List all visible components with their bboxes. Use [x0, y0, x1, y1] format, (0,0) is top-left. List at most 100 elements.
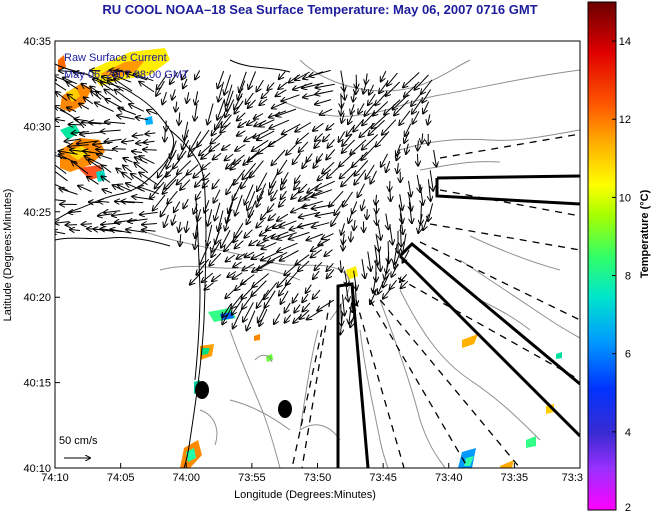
current-vector — [212, 178, 220, 188]
current-vector — [174, 201, 181, 213]
current-vector — [381, 153, 388, 167]
current-vector — [259, 308, 268, 326]
current-vector — [349, 211, 353, 223]
current-vector — [316, 211, 335, 216]
current-vector — [155, 171, 169, 189]
current-vector — [421, 79, 433, 94]
current-vector — [222, 143, 231, 150]
current-vector — [313, 270, 320, 279]
current-vector — [107, 80, 124, 92]
legend-line-2: May 06, 2007 08:00 GMT — [64, 69, 189, 81]
current-vector — [277, 272, 291, 287]
current-vector — [363, 83, 366, 94]
current-vector — [293, 293, 299, 302]
current-vector — [222, 303, 232, 317]
current-vector — [239, 71, 247, 92]
current-vector — [269, 180, 277, 195]
current-vector — [249, 200, 257, 217]
current-vector — [298, 221, 320, 227]
current-vector — [244, 229, 253, 238]
current-vector — [241, 274, 255, 285]
current-vector — [204, 200, 210, 212]
current-vector — [144, 141, 155, 142]
current-vector — [242, 291, 256, 309]
current-vector — [257, 172, 268, 191]
current-vector — [179, 112, 180, 124]
current-vector — [281, 290, 289, 304]
current-vector — [197, 209, 200, 221]
current-vector — [211, 239, 222, 257]
current-vector — [295, 122, 312, 132]
current-vector — [210, 142, 221, 151]
current-vector — [245, 184, 254, 205]
current-vector — [386, 81, 401, 96]
current-vector — [404, 81, 420, 97]
legend-line-1: Raw Surface Current — [64, 52, 167, 64]
current-vector — [313, 289, 321, 299]
current-vector — [203, 172, 211, 180]
current-vector — [371, 113, 388, 129]
current-vector — [390, 279, 397, 289]
current-vector — [279, 281, 290, 295]
current-vector — [318, 169, 332, 180]
current-vector — [270, 172, 279, 187]
current-vector — [386, 160, 390, 172]
current-vector — [261, 210, 269, 219]
current-vector — [413, 111, 420, 123]
current-vector — [218, 70, 225, 88]
current-vector — [272, 101, 287, 108]
current-vector — [276, 89, 287, 97]
current-vector — [234, 169, 246, 185]
scale-label: 50 cm/s — [59, 435, 98, 447]
current-vector — [368, 119, 385, 135]
current-vector — [298, 260, 310, 271]
current-vector — [418, 140, 419, 150]
colorbar-title: Temperature (°C) — [639, 189, 651, 278]
current-vector — [87, 177, 99, 185]
current-vector — [383, 272, 390, 287]
current-vector — [340, 312, 342, 335]
current-vector — [183, 198, 189, 208]
current-vector — [286, 141, 299, 154]
current-vector — [307, 309, 323, 320]
current-vector — [115, 90, 133, 103]
colorbar-tick-label: 10 — [619, 192, 631, 204]
current-vector — [327, 164, 342, 179]
current-vector — [362, 199, 365, 210]
buoy-marker-1 — [195, 381, 209, 399]
current-vector — [165, 129, 166, 142]
current-vector — [400, 274, 408, 283]
current-vector — [261, 251, 279, 261]
current-vector — [401, 280, 409, 288]
current-vector — [55, 231, 66, 234]
y-tick-label: 40:30 — [23, 121, 51, 133]
current-vector — [391, 263, 399, 277]
current-vector — [376, 194, 377, 205]
current-vector — [343, 191, 354, 207]
current-vector — [302, 302, 311, 312]
current-vector — [56, 92, 68, 101]
current-vector — [162, 91, 167, 104]
current-vector — [209, 252, 222, 266]
current-vector — [55, 168, 68, 182]
current-vector — [294, 304, 301, 313]
current-vector — [358, 183, 366, 197]
current-vector — [417, 174, 420, 192]
current-vector — [296, 132, 310, 143]
current-vector — [55, 81, 67, 91]
current-vector — [132, 197, 154, 201]
x-tick-label: 74:05 — [107, 472, 135, 484]
current-vector — [88, 160, 103, 170]
current-vector — [177, 172, 190, 185]
current-vector — [279, 198, 286, 206]
current-vector — [311, 189, 333, 197]
current-vector — [170, 72, 178, 84]
current-vector — [105, 139, 122, 141]
current-vector — [354, 220, 355, 230]
x-tick-label: 73:50 — [304, 472, 332, 484]
current-vector — [237, 112, 246, 121]
current-vector — [334, 199, 346, 215]
colorbar — [587, 1, 617, 511]
current-vector — [123, 166, 132, 173]
